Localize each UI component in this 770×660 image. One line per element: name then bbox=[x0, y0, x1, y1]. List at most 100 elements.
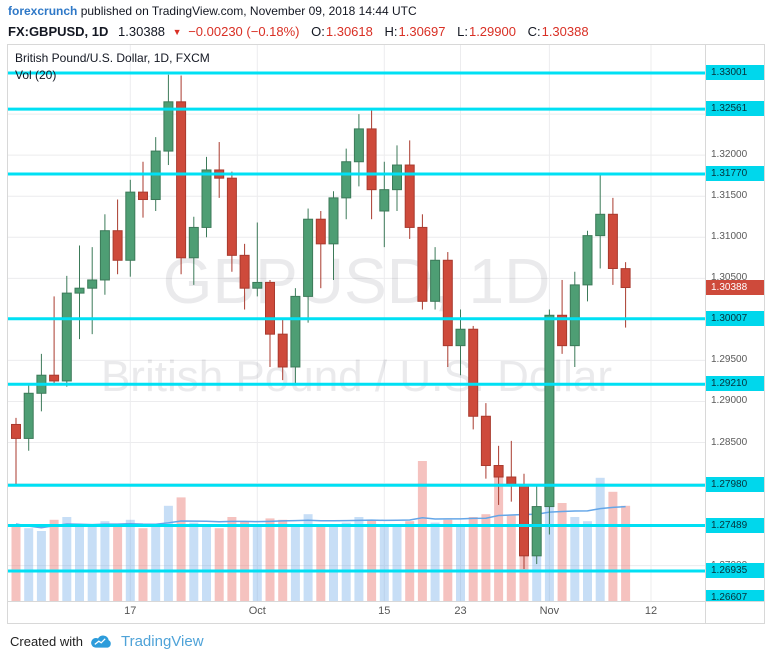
candle[interactable] bbox=[417, 226, 428, 302]
candle[interactable] bbox=[11, 423, 21, 439]
tradingview-link[interactable]: TradingView bbox=[120, 633, 204, 650]
volume-bar bbox=[163, 505, 173, 601]
volume-bar bbox=[87, 526, 97, 601]
volume-bar bbox=[303, 514, 313, 601]
price-level-badge: 1.30007 bbox=[706, 310, 764, 326]
time-axis-label: 12 bbox=[644, 605, 658, 617]
chart-legend: British Pound/U.S. Dollar, 1D, FXCM Vol … bbox=[15, 50, 210, 84]
candle[interactable] bbox=[404, 164, 415, 228]
volume-bar bbox=[252, 525, 262, 601]
candle[interactable] bbox=[430, 259, 441, 302]
legend-indicator[interactable]: Vol (20) bbox=[15, 68, 57, 82]
time-axis-label: 15 bbox=[378, 605, 391, 617]
volume-bar bbox=[608, 491, 618, 601]
candle[interactable] bbox=[188, 226, 199, 259]
volume-bar bbox=[189, 522, 199, 601]
candle[interactable] bbox=[341, 161, 352, 199]
volume-bar bbox=[417, 461, 427, 601]
candle[interactable] bbox=[379, 189, 390, 212]
candle[interactable] bbox=[531, 506, 542, 557]
volume-bar bbox=[544, 482, 554, 601]
candle[interactable] bbox=[176, 101, 187, 259]
candle[interactable] bbox=[112, 230, 123, 261]
volume-bar bbox=[11, 524, 21, 601]
price-grid-label: 1.31000 bbox=[711, 231, 748, 243]
candle[interactable] bbox=[265, 281, 275, 335]
price-level-badge: 1.29210 bbox=[706, 376, 764, 392]
symbol-name[interactable]: FX:GBPUSD, 1D bbox=[8, 24, 109, 39]
volume-bar bbox=[176, 497, 186, 601]
candle[interactable] bbox=[61, 292, 72, 382]
candle[interactable] bbox=[226, 177, 237, 256]
volume-bar bbox=[621, 505, 631, 601]
candle[interactable] bbox=[201, 169, 212, 228]
candle[interactable] bbox=[569, 284, 580, 347]
candle[interactable] bbox=[49, 374, 60, 382]
candle[interactable] bbox=[74, 287, 85, 294]
candle[interactable] bbox=[480, 415, 491, 467]
volume-bar bbox=[557, 503, 567, 601]
watermark: GBPUSD, 1D British Pound / U.S. Dollar bbox=[101, 245, 612, 401]
volume-bar bbox=[202, 524, 211, 601]
candle[interactable] bbox=[442, 259, 453, 347]
volume-bar bbox=[151, 525, 161, 601]
time-axis-label: 23 bbox=[454, 605, 467, 617]
candle[interactable] bbox=[315, 218, 326, 245]
chart-area: GBPUSD, 1D British Pound / U.S. Dollar Br… bbox=[7, 44, 765, 624]
attribution-username[interactable]: forexcrunch bbox=[8, 4, 78, 18]
candle[interactable] bbox=[544, 314, 555, 508]
candle[interactable] bbox=[468, 328, 479, 417]
candle[interactable] bbox=[328, 197, 339, 245]
candle[interactable] bbox=[607, 213, 618, 269]
candle[interactable] bbox=[493, 465, 504, 478]
candle[interactable] bbox=[125, 191, 136, 261]
candle[interactable] bbox=[252, 281, 263, 289]
candle[interactable] bbox=[277, 333, 288, 368]
candle[interactable] bbox=[595, 213, 606, 237]
price-level-badge: 1.33001 bbox=[706, 64, 764, 80]
candle[interactable] bbox=[455, 328, 466, 347]
volume-bar bbox=[456, 524, 465, 601]
open-value: 1.30618 bbox=[325, 24, 373, 39]
time-axis-label: Nov bbox=[539, 605, 560, 617]
price-grid-label: 1.31500 bbox=[711, 190, 748, 202]
time-axis[interactable]: 17 Oct 15 23 Nov 12 bbox=[8, 602, 706, 623]
candle[interactable] bbox=[392, 164, 402, 191]
candle[interactable] bbox=[23, 392, 34, 439]
low-value: 1.29900 bbox=[468, 24, 516, 39]
volume-bar bbox=[36, 531, 46, 601]
price-axis[interactable]: 1.325001.320001.315001.310001.305001.300… bbox=[706, 45, 764, 601]
candle[interactable] bbox=[303, 218, 314, 297]
price-chart[interactable]: GBPUSD, 1D British Pound / U.S. Dollar Br… bbox=[8, 45, 706, 601]
candle[interactable] bbox=[87, 279, 98, 289]
last-price-badge: 1.30388 bbox=[706, 279, 764, 295]
time-axis-label: Oct bbox=[248, 605, 266, 617]
volume-bar bbox=[125, 519, 135, 601]
candle[interactable] bbox=[582, 235, 593, 286]
volume-bar bbox=[506, 515, 516, 601]
last-price-value: 1.30388 bbox=[118, 24, 166, 39]
candle[interactable] bbox=[353, 128, 364, 163]
candle[interactable] bbox=[519, 484, 529, 557]
candle[interactable] bbox=[620, 268, 631, 289]
volume-bar bbox=[468, 517, 478, 601]
price-level-badge: 1.27980 bbox=[706, 477, 764, 493]
price-level-badge: 1.31770 bbox=[706, 166, 764, 182]
legend-title[interactable]: British Pound/U.S. Dollar, 1D, FXCM bbox=[15, 51, 210, 65]
candle[interactable] bbox=[290, 295, 301, 368]
price-level-badge: 1.26607 bbox=[706, 589, 764, 601]
candle[interactable] bbox=[557, 314, 568, 347]
chart-canvas[interactable]: GBPUSD, 1D British Pound / U.S. Dollar bbox=[8, 45, 705, 601]
candle[interactable] bbox=[366, 128, 377, 191]
candle[interactable] bbox=[239, 254, 250, 289]
volume-bar bbox=[481, 514, 491, 601]
volume-bar bbox=[583, 521, 592, 601]
close-label: C: bbox=[527, 24, 541, 39]
time-axis-row: 17 Oct 15 23 Nov 12 bbox=[8, 601, 764, 623]
candle[interactable] bbox=[99, 230, 110, 281]
candle[interactable] bbox=[163, 101, 174, 152]
high-value: 1.30697 bbox=[398, 24, 446, 39]
tradingview-logo-icon[interactable] bbox=[90, 634, 114, 650]
price-change: −0.00230 (−0.18%) bbox=[188, 24, 300, 39]
candle[interactable] bbox=[138, 191, 148, 201]
